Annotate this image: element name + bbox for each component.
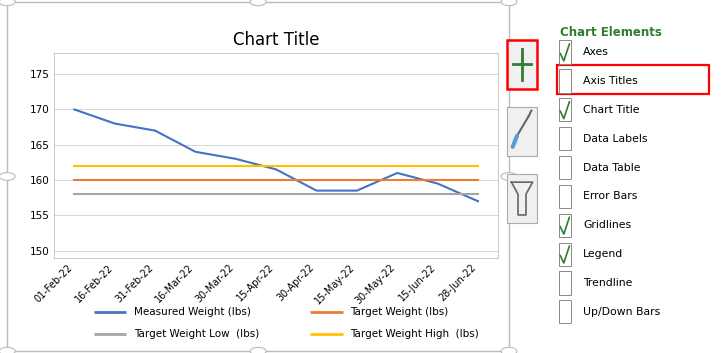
- Text: Chart Title: Chart Title: [583, 105, 640, 115]
- Text: Axes: Axes: [583, 47, 609, 57]
- Bar: [559, 271, 571, 295]
- Text: Chart Elements: Chart Elements: [560, 25, 662, 38]
- Circle shape: [251, 0, 266, 6]
- Text: Target Weight High  (lbs): Target Weight High (lbs): [350, 329, 479, 339]
- Bar: [559, 185, 571, 208]
- Circle shape: [501, 0, 517, 6]
- Text: Axis Titles: Axis Titles: [583, 76, 638, 86]
- Text: Legend: Legend: [583, 249, 623, 259]
- Circle shape: [501, 173, 517, 180]
- Text: Target Weight (lbs): Target Weight (lbs): [350, 307, 448, 317]
- Text: Trendline: Trendline: [583, 278, 632, 288]
- Text: Data Labels: Data Labels: [583, 134, 648, 144]
- Bar: [7, 2, 509, 351]
- Bar: [559, 300, 571, 323]
- Circle shape: [0, 0, 15, 6]
- Bar: [559, 243, 571, 266]
- Bar: [559, 214, 571, 237]
- Circle shape: [501, 347, 517, 353]
- Text: Gridlines: Gridlines: [583, 220, 631, 230]
- Text: Up/Down Bars: Up/Down Bars: [583, 307, 661, 317]
- Text: Target Weight Low  (lbs): Target Weight Low (lbs): [134, 329, 258, 339]
- Circle shape: [0, 347, 15, 353]
- Title: Chart Title: Chart Title: [233, 31, 319, 49]
- Circle shape: [0, 173, 15, 180]
- Text: Measured Weight (lbs): Measured Weight (lbs): [134, 307, 251, 317]
- Bar: [557, 65, 709, 94]
- Bar: [559, 69, 571, 92]
- Bar: [559, 41, 571, 64]
- Circle shape: [251, 347, 266, 353]
- Text: Data Table: Data Table: [583, 162, 640, 173]
- Bar: [559, 127, 571, 150]
- Text: Error Bars: Error Bars: [583, 191, 638, 202]
- Bar: [559, 156, 571, 179]
- Bar: [559, 98, 571, 121]
